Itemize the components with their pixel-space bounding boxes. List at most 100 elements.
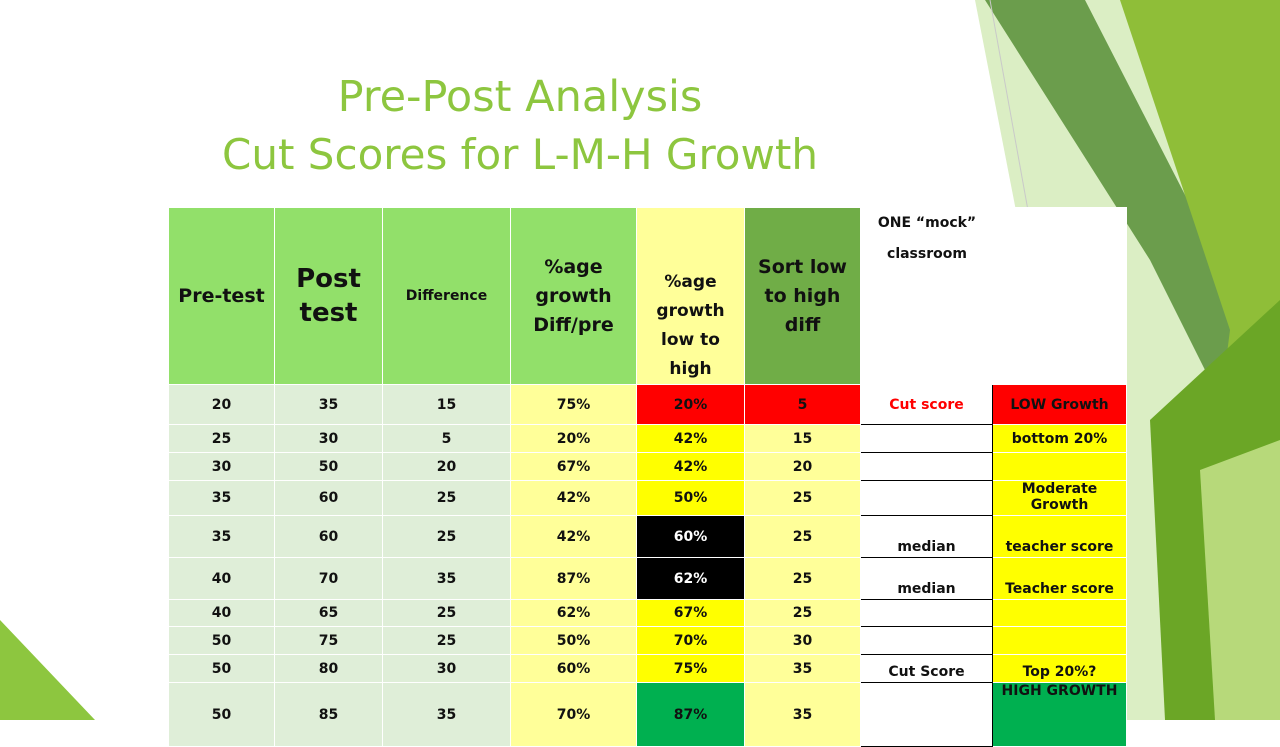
post-cell: 60 — [274, 515, 383, 558]
mock-cell — [860, 682, 993, 747]
growth-sorted-cell: 62% — [636, 557, 745, 600]
post-cell: 30 — [274, 424, 383, 453]
mock-cell — [860, 599, 993, 627]
growth-cell: 70% — [510, 682, 637, 747]
growth-cell: 60% — [510, 654, 637, 683]
bottom-20-label: bottom 20% — [992, 424, 1127, 453]
median-label: median — [860, 557, 993, 600]
table-row: 30 50 20 67% 42% 20 — [168, 452, 1127, 481]
sort-diff-cell: 15 — [744, 424, 861, 453]
diff-cell: 30 — [382, 654, 511, 683]
header-mock-classroom: ONE “mock” classroom — [877, 215, 977, 262]
header-post-test: Post test — [274, 207, 383, 385]
sort-diff-cell: 5 — [744, 384, 861, 425]
table-row: 35 60 25 42% 50% 25 Moderate Growth — [168, 480, 1127, 516]
header-difference: Difference — [382, 207, 511, 385]
growth-sorted-cell: 75% — [636, 654, 745, 683]
sort-diff-cell: 20 — [744, 452, 861, 481]
growth-sorted-cell: 42% — [636, 424, 745, 453]
sort-diff-cell: 35 — [744, 682, 861, 747]
post-cell: 70 — [274, 557, 383, 600]
low-growth-label: LOW Growth — [992, 384, 1127, 425]
growth-cell: 42% — [510, 515, 637, 558]
table-row: 25 30 5 20% 42% 15 bottom 20% — [168, 424, 1127, 453]
diff-cell: 35 — [382, 682, 511, 747]
post-cell: 85 — [274, 682, 383, 747]
pre-cell: 20 — [168, 384, 275, 425]
pre-cell: 40 — [168, 599, 275, 627]
high-growth-label: HIGH GROWTH — [992, 682, 1127, 747]
title-line-1: Pre-Post Analysis — [337, 72, 703, 122]
growth-label-cell — [992, 626, 1127, 655]
diff-cell: 25 — [382, 480, 511, 516]
growth-sorted-cell: 60% — [636, 515, 745, 558]
teacher-score-label: teacher score — [992, 515, 1127, 558]
diff-cell: 20 — [382, 452, 511, 481]
growth-cell: 50% — [510, 626, 637, 655]
post-cell: 50 — [274, 452, 383, 481]
table-row: 50 75 25 50% 70% 30 — [168, 626, 1127, 655]
growth-label-cell — [992, 452, 1127, 481]
growth-cell: 20% — [510, 424, 637, 453]
mock-cell — [860, 424, 993, 453]
diff-cell: 15 — [382, 384, 511, 425]
header-sort-diff: Sort low to high diff — [744, 207, 861, 385]
pre-cell: 40 — [168, 557, 275, 600]
pre-cell: 30 — [168, 452, 275, 481]
bg-corner-left — [0, 620, 95, 720]
pre-cell: 35 — [168, 515, 275, 558]
diff-cell: 25 — [382, 515, 511, 558]
header-growth-pct: %age growth Diff/pre — [510, 207, 637, 385]
teacher-score-label: Teacher score — [992, 557, 1127, 600]
header-row: Pre-test Post test Difference %age growt… — [168, 207, 1127, 385]
sort-diff-cell: 25 — [744, 557, 861, 600]
sort-diff-cell: 25 — [744, 599, 861, 627]
sort-diff-cell: 25 — [744, 480, 861, 516]
post-cell: 60 — [274, 480, 383, 516]
table-row: 50 80 30 60% 75% 35 Cut Score Top 20%? — [168, 654, 1127, 683]
median-label: median — [860, 515, 993, 558]
growth-sorted-cell: 42% — [636, 452, 745, 481]
post-cell: 35 — [274, 384, 383, 425]
cut-score-label: Cut Score — [860, 654, 993, 683]
sort-diff-cell: 30 — [744, 626, 861, 655]
table-row: 40 65 25 62% 67% 25 — [168, 599, 1127, 627]
pre-cell: 25 — [168, 424, 275, 453]
pre-cell: 50 — [168, 654, 275, 683]
pre-cell: 35 — [168, 480, 275, 516]
table-row: 20 35 15 75% 20% 5 Cut score LOW Growth — [168, 384, 1127, 425]
growth-cell: 62% — [510, 599, 637, 627]
bg-shape-dark — [985, 0, 1280, 520]
post-cell: 75 — [274, 626, 383, 655]
table-row: 35 60 25 42% 60% 25 median teacher score — [168, 515, 1127, 558]
growth-cell: 87% — [510, 557, 637, 600]
slide-title: Pre-Post Analysis Cut Scores for L-M-H G… — [150, 68, 890, 184]
post-cell: 80 — [274, 654, 383, 683]
decorative-background — [0, 0, 1280, 720]
growth-cell: 42% — [510, 480, 637, 516]
growth-cell: 75% — [510, 384, 637, 425]
header-pre-test: Pre-test — [168, 207, 275, 385]
table-row: 50 85 35 70% 87% 35 HIGH GROWTH — [168, 682, 1127, 747]
pre-cell: 50 — [168, 682, 275, 747]
mock-cell — [860, 452, 993, 481]
analysis-table: Pre-test Post test Difference %age growt… — [168, 207, 1127, 747]
diff-cell: 25 — [382, 599, 511, 627]
mock-cell — [860, 626, 993, 655]
title-line-2: Cut Scores for L-M-H Growth — [222, 130, 818, 179]
growth-label-cell — [992, 599, 1127, 627]
top-20-label: Top 20%? — [992, 654, 1127, 683]
growth-sorted-cell: 50% — [636, 480, 745, 516]
post-cell: 65 — [274, 599, 383, 627]
growth-sorted-cell: 70% — [636, 626, 745, 655]
table-row: 40 70 35 87% 62% 25 median Teacher score — [168, 557, 1127, 600]
diff-cell: 5 — [382, 424, 511, 453]
moderate-growth-label: Moderate Growth — [992, 480, 1127, 516]
growth-sorted-cell: 87% — [636, 682, 745, 747]
sort-diff-cell: 35 — [744, 654, 861, 683]
growth-cell: 67% — [510, 452, 637, 481]
growth-sorted-cell: 67% — [636, 599, 745, 627]
diff-cell: 35 — [382, 557, 511, 600]
sort-diff-cell: 25 — [744, 515, 861, 558]
header-growth-sorted: %age growth low to high — [636, 207, 745, 385]
